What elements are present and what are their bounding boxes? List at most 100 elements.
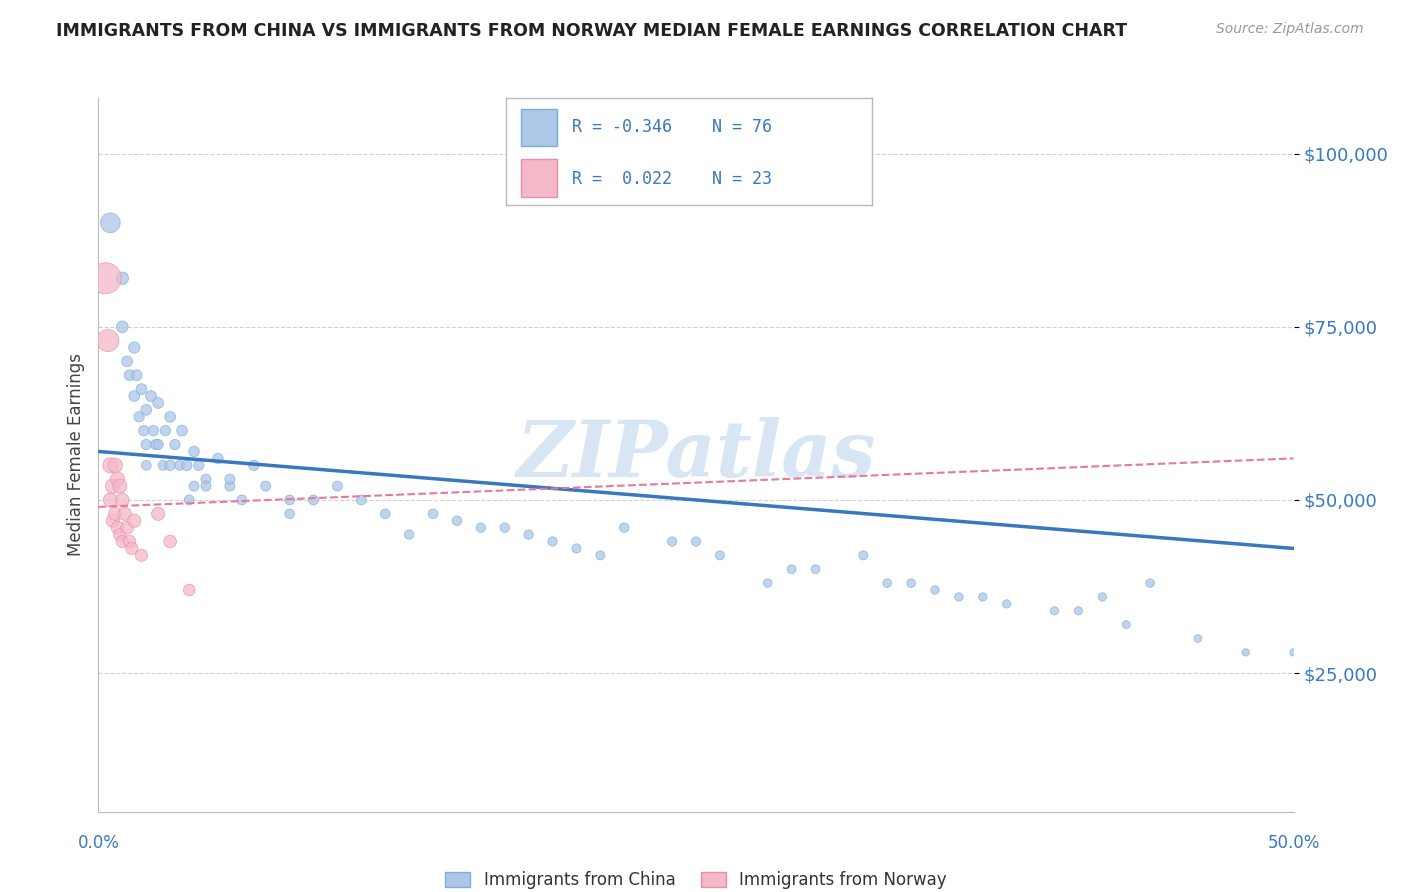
Point xyxy=(780,562,803,576)
FancyBboxPatch shape xyxy=(520,159,557,196)
Text: R =  0.022    N = 23: R = 0.022 N = 23 xyxy=(572,170,772,188)
Point xyxy=(101,514,124,528)
Point xyxy=(131,549,153,563)
Point xyxy=(517,527,540,541)
Point xyxy=(995,597,1018,611)
Point xyxy=(187,458,209,473)
Point xyxy=(804,562,827,576)
Text: ZIPatlas: ZIPatlas xyxy=(516,417,876,493)
Point xyxy=(107,472,129,486)
Point xyxy=(1115,617,1137,632)
Point xyxy=(924,582,946,597)
Point xyxy=(111,492,134,507)
Point xyxy=(97,334,120,348)
Point xyxy=(139,389,162,403)
Point xyxy=(108,479,131,493)
Point xyxy=(494,521,516,535)
Point xyxy=(422,507,444,521)
Point xyxy=(125,368,148,383)
Point xyxy=(152,458,174,473)
Point xyxy=(194,472,217,486)
Point xyxy=(589,549,612,563)
Point xyxy=(115,354,138,368)
Point xyxy=(948,590,970,604)
Point xyxy=(219,472,242,486)
Point xyxy=(101,479,124,493)
Point xyxy=(852,549,875,563)
Point xyxy=(107,521,129,535)
Point xyxy=(1234,645,1257,659)
Point xyxy=(1187,632,1209,646)
Point xyxy=(121,541,143,556)
Point xyxy=(183,479,205,493)
Point xyxy=(94,271,117,285)
Point xyxy=(326,479,349,493)
Point xyxy=(374,507,396,521)
Point xyxy=(709,549,731,563)
Point xyxy=(114,507,136,521)
Point xyxy=(124,514,146,528)
Point xyxy=(254,479,277,493)
Point xyxy=(207,451,229,466)
FancyBboxPatch shape xyxy=(520,109,557,146)
Point xyxy=(111,271,134,285)
Point xyxy=(685,534,707,549)
Point xyxy=(179,582,201,597)
Point xyxy=(135,403,157,417)
Point xyxy=(278,492,301,507)
Point xyxy=(183,444,205,458)
Point xyxy=(142,424,165,438)
Point xyxy=(1139,576,1161,591)
Point xyxy=(104,458,127,473)
Point xyxy=(131,382,153,396)
Point xyxy=(565,541,588,556)
Point xyxy=(179,492,201,507)
Point xyxy=(128,409,150,424)
Point xyxy=(900,576,922,591)
Text: 50.0%: 50.0% xyxy=(1267,834,1320,852)
Point xyxy=(132,424,155,438)
Point xyxy=(243,458,266,473)
Point xyxy=(169,458,191,473)
Point xyxy=(159,534,181,549)
Point xyxy=(124,341,146,355)
Point xyxy=(194,479,217,493)
Point xyxy=(278,507,301,521)
Point xyxy=(350,492,373,507)
Point xyxy=(148,437,170,451)
Point xyxy=(470,521,492,535)
Point xyxy=(231,492,253,507)
Point xyxy=(163,437,186,451)
Point xyxy=(1091,590,1114,604)
Point xyxy=(302,492,325,507)
Point xyxy=(398,527,420,541)
Text: Source: ZipAtlas.com: Source: ZipAtlas.com xyxy=(1216,22,1364,37)
Point xyxy=(159,458,181,473)
Point xyxy=(613,521,636,535)
Point xyxy=(1067,604,1090,618)
Point xyxy=(159,409,181,424)
Point xyxy=(1282,645,1305,659)
Point xyxy=(104,507,127,521)
Point xyxy=(118,368,141,383)
Point xyxy=(98,216,122,230)
Point xyxy=(135,458,157,473)
Point xyxy=(876,576,898,591)
Point xyxy=(118,534,141,549)
Point xyxy=(172,424,194,438)
Y-axis label: Median Female Earnings: Median Female Earnings xyxy=(66,353,84,557)
Point xyxy=(111,319,134,334)
Text: IMMIGRANTS FROM CHINA VS IMMIGRANTS FROM NORWAY MEDIAN FEMALE EARNINGS CORRELATI: IMMIGRANTS FROM CHINA VS IMMIGRANTS FROM… xyxy=(56,22,1128,40)
Point xyxy=(145,437,167,451)
Point xyxy=(756,576,779,591)
Legend: Immigrants from China, Immigrants from Norway: Immigrants from China, Immigrants from N… xyxy=(446,871,946,889)
Text: R = -0.346    N = 76: R = -0.346 N = 76 xyxy=(572,118,772,136)
Point xyxy=(135,437,157,451)
Point xyxy=(98,458,122,473)
Point xyxy=(148,507,170,521)
Point xyxy=(108,527,131,541)
Point xyxy=(124,389,146,403)
Text: 0.0%: 0.0% xyxy=(77,834,120,852)
Point xyxy=(115,521,138,535)
Point xyxy=(219,479,242,493)
